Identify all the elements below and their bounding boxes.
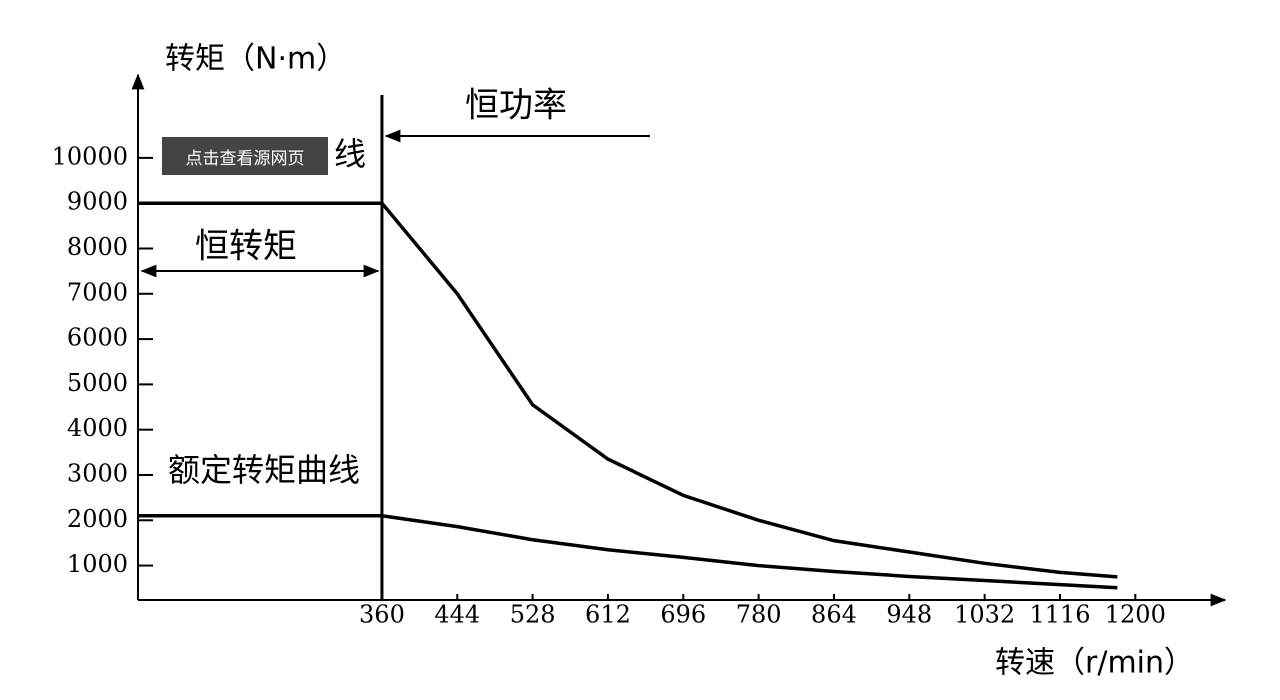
y-tick-label: 5000 xyxy=(67,369,128,397)
overlay-button[interactable]: 点击查看源网页 xyxy=(162,137,328,175)
x-tick-label: 360 xyxy=(359,601,405,629)
y-tick-label: 1000 xyxy=(67,550,128,578)
x-tick-label: 528 xyxy=(510,601,556,629)
y-axis-label: 转矩（N·m） xyxy=(165,42,346,77)
line-series xyxy=(138,201,1118,579)
x-tick-label: 1116 xyxy=(1029,601,1090,629)
annotation: 额定转矩曲线 xyxy=(168,451,360,489)
x-tick-label: 1200 xyxy=(1105,601,1166,629)
x-tick-label: 612 xyxy=(585,601,631,629)
line-series xyxy=(138,513,1118,590)
y-tick-label: 3000 xyxy=(67,459,128,487)
x-tick-label: 1032 xyxy=(954,601,1015,629)
y-tick-label: 8000 xyxy=(67,233,128,261)
y-tick-label: 10000 xyxy=(52,142,128,170)
y-tick-label: 9000 xyxy=(67,188,128,216)
y-tick-label: 2000 xyxy=(67,505,128,533)
y-tick-label: 6000 xyxy=(67,324,128,352)
x-tick-label: 780 xyxy=(736,601,782,629)
annotation: 恒转矩 xyxy=(195,227,297,267)
annotation: 线 xyxy=(334,135,366,173)
x-axis-label: 转速（r/min） xyxy=(995,646,1194,681)
x-tick-label: 864 xyxy=(811,601,857,629)
x-tick-label: 696 xyxy=(660,601,706,629)
x-tick-label: 444 xyxy=(434,601,480,629)
y-tick-label: 7000 xyxy=(67,278,128,306)
x-tick-label: 948 xyxy=(886,601,932,629)
y-tick-label: 4000 xyxy=(67,414,128,442)
annotation: 恒功率 xyxy=(465,86,567,126)
